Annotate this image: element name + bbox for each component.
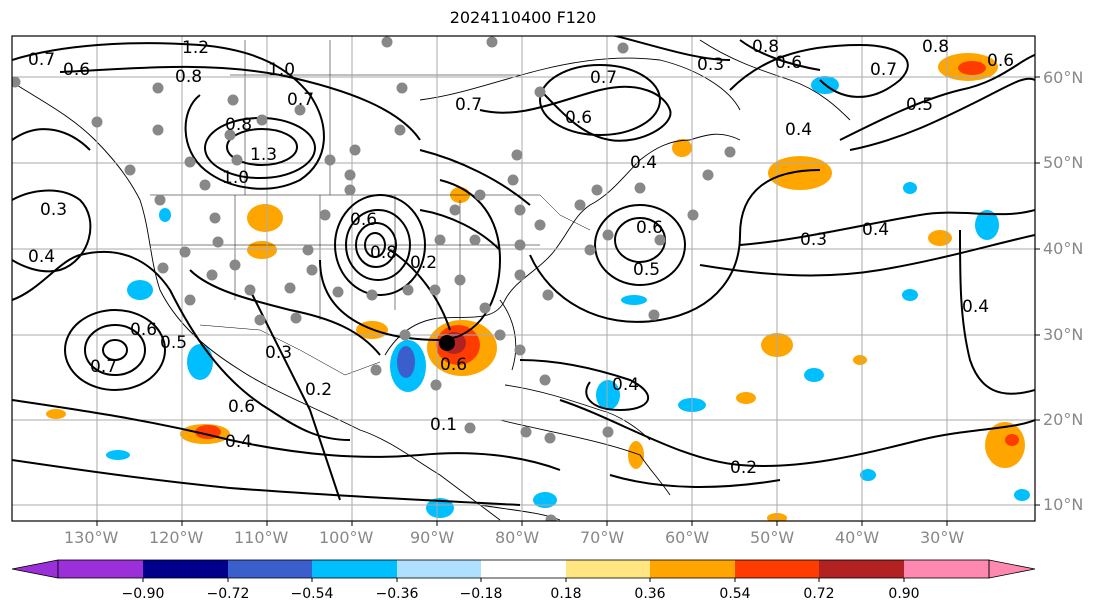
- contour-label: 0.6: [636, 218, 663, 238]
- colorbar-bin: [481, 560, 566, 578]
- lon-label: 90°W: [410, 528, 455, 547]
- contour-label: 0.3: [40, 200, 67, 220]
- lat-label: 60°N: [1043, 68, 1084, 87]
- colorbar-outline: [57, 559, 990, 579]
- map-frame: [11, 35, 1036, 522]
- contour-label: 0.7: [590, 68, 617, 88]
- contour-label: 0.6: [130, 320, 157, 340]
- contour-label: 0.7: [90, 357, 117, 377]
- contour-label: 0.3: [697, 55, 724, 75]
- colorbar-tick-label: −0.72: [206, 586, 250, 602]
- contour-label: 0.2: [410, 253, 437, 273]
- contour-label: 0.4: [612, 375, 639, 395]
- contour-label: 0.8: [922, 37, 949, 57]
- station-markers: [12, 36, 736, 521]
- colorbar-tick-label: −0.36: [375, 586, 419, 602]
- contour-label: 0.6: [987, 51, 1014, 71]
- contour-lines: [12, 36, 1035, 506]
- colorbar-tick-label: 0.90: [888, 586, 920, 602]
- lon-label: 40°W: [835, 528, 880, 547]
- lon-label: 130°W: [64, 528, 119, 547]
- contour-label: 1.0: [268, 60, 295, 80]
- colorbar-high-extend: [988, 559, 1036, 579]
- lon-label: 80°W: [495, 528, 540, 547]
- contour-label: 0.4: [962, 297, 989, 317]
- colorbar-bin: [397, 560, 481, 578]
- contour-label: 0.7: [870, 60, 897, 80]
- contour-label: 1.2: [182, 38, 209, 58]
- contour-label: 0.4: [225, 432, 252, 452]
- lon-label: 30°W: [920, 528, 965, 547]
- storm-center-marker: [439, 335, 455, 351]
- contour-label: 0.8: [752, 37, 779, 57]
- lon-label: 70°W: [580, 528, 625, 547]
- coastlines: [12, 39, 851, 521]
- contour-label: 0.3: [265, 343, 292, 363]
- lon-label: 60°W: [665, 528, 710, 547]
- colorbar-tick-label: 0.18: [550, 586, 582, 602]
- colorbar: [11, 559, 1036, 582]
- colorbar-tick-label: −0.18: [459, 586, 503, 602]
- colorbar-bin: [904, 560, 989, 578]
- colorbar-tick-label: 0.36: [634, 586, 666, 602]
- contour-label: 0.7: [287, 90, 314, 110]
- lat-label: 30°N: [1043, 325, 1084, 344]
- contour-label: 0.4: [785, 120, 812, 140]
- contour-label: 1.0: [222, 168, 249, 188]
- contour-label: 0.4: [630, 153, 657, 173]
- colorbar-tick-label: −0.54: [290, 586, 334, 602]
- lon-label: 110°W: [234, 528, 289, 547]
- contour-label: 0.8: [175, 67, 202, 87]
- contour-label: 0.2: [305, 380, 332, 400]
- contour-label: 0.7: [455, 95, 482, 115]
- colorbar-bin: [58, 560, 143, 578]
- colorbar-bin: [143, 560, 228, 578]
- contour-label: 0.7: [28, 50, 55, 70]
- chart-title: 2024110400 F120: [449, 8, 597, 27]
- axis-ticks: [96, 76, 1040, 526]
- contour-label: 0.8: [370, 243, 397, 263]
- colorbar-bin: [735, 560, 819, 578]
- contour-label: 0.6: [440, 355, 467, 375]
- contour-label: 0.5: [160, 333, 187, 353]
- lat-label: 40°N: [1043, 239, 1084, 258]
- colorbar-tick-label: −0.90: [121, 586, 165, 602]
- lon-label: 50°W: [750, 528, 795, 547]
- contour-label: 0.4: [862, 220, 889, 240]
- shaded-anomalies: [46, 53, 1030, 521]
- contour-label: 0.6: [350, 210, 377, 230]
- contour-label: 0.6: [228, 397, 255, 417]
- contour-label: 0.4: [28, 247, 55, 267]
- contour-label: 0.2: [730, 458, 757, 478]
- colorbar-bin: [312, 560, 397, 578]
- gridlines: [12, 36, 1035, 521]
- contour-label: 0.5: [633, 260, 660, 280]
- contour-value-labels: 0.7 0.6 1.2 0.8 1.0 0.7 0.8 1.3 1.0 0.7 …: [28, 37, 1014, 478]
- contour-label: 0.5: [906, 95, 933, 115]
- contour-label: 0.6: [775, 53, 802, 73]
- colorbar-bin: [566, 560, 650, 578]
- colorbar-bin: [650, 560, 735, 578]
- lon-label: 100°W: [319, 528, 374, 547]
- contour-label: 0.3: [800, 230, 827, 250]
- lat-label: 20°N: [1043, 410, 1084, 429]
- colorbar-tick-label: 0.72: [803, 586, 835, 602]
- contour-label: 0.6: [63, 60, 90, 80]
- colorbar-bin: [228, 560, 312, 578]
- lat-label: 50°N: [1043, 153, 1084, 172]
- lon-label: 120°W: [149, 528, 204, 547]
- lat-label: 10°N: [1043, 495, 1084, 514]
- contour-label: 0.1: [430, 415, 457, 435]
- contour-label: 0.8: [225, 115, 252, 135]
- colorbar-tick-label: 0.54: [719, 586, 751, 602]
- contour-label: 1.3: [250, 145, 277, 165]
- colorbar-low-extend: [11, 559, 59, 579]
- contour-label: 0.6: [565, 108, 592, 128]
- colorbar-bin: [819, 560, 904, 578]
